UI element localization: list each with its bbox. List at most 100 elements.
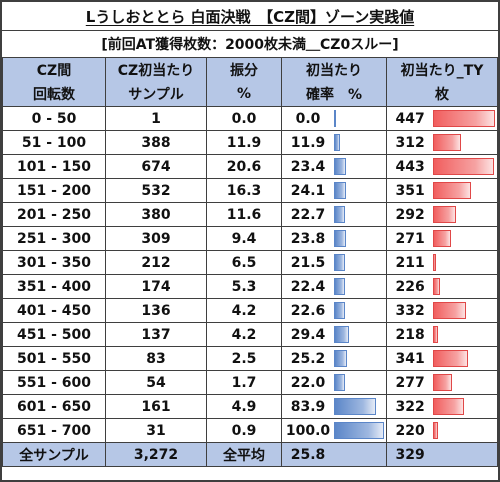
hit-rate-bar <box>334 374 345 391</box>
hit-rate-bar <box>334 422 384 439</box>
cell-distribution: 20.6 <box>206 154 282 179</box>
hit-ty-bar <box>433 230 451 247</box>
cell-samples: 54 <box>105 370 207 395</box>
hit-rate-value: 22.0 <box>290 374 326 391</box>
hit-ty-value: 218 <box>395 326 425 343</box>
table-row: 651 - 700 31 0.9 100.0 220 <box>2 418 498 443</box>
cell-samples: 674 <box>105 154 207 179</box>
hit-ty-value: 332 <box>395 302 425 319</box>
hit-ty-value: 322 <box>395 398 425 415</box>
hit-rate-value: 11.9 <box>290 134 326 151</box>
hit-ty-bar-track <box>433 302 495 319</box>
hit-ty-bar-track <box>433 254 495 271</box>
table-header: CZ間 CZ初当たり 振分 初当たり 初当たり_TY 回転数 サンプル % 確率… <box>2 58 498 107</box>
cell-range: 601 - 650 <box>2 394 106 419</box>
hit-ty-bar <box>433 182 471 199</box>
cell-hit-ty: 271 <box>386 226 498 251</box>
hit-ty-bar <box>433 134 462 151</box>
cell-hit-rate: 22.7 <box>281 202 387 227</box>
cell-hit-ty: 218 <box>386 322 498 347</box>
hit-ty-bar <box>433 350 469 367</box>
cell-samples: 137 <box>105 322 207 347</box>
cell-range: 251 - 300 <box>2 226 106 251</box>
cell-samples: 212 <box>105 250 207 275</box>
cell-distribution: 0.9 <box>206 418 282 443</box>
cell-hit-ty: 351 <box>386 178 498 203</box>
hit-rate-value: 23.4 <box>290 158 326 175</box>
cell-samples: 161 <box>105 394 207 419</box>
total-average-label: 全平均 <box>206 442 282 467</box>
hit-rate-bar <box>334 326 349 343</box>
hit-rate-bar-track <box>334 350 384 367</box>
hit-ty-bar-track <box>433 278 495 295</box>
cell-range: 501 - 550 <box>2 346 106 371</box>
table-row: 551 - 600 54 1.7 22.0 277 <box>2 370 498 395</box>
table-row: 351 - 400 174 5.3 22.4 226 <box>2 274 498 299</box>
hit-rate-bar <box>334 206 346 223</box>
hit-ty-bar <box>433 398 464 415</box>
hit-rate-bar <box>334 302 346 319</box>
hit-rate-bar <box>334 254 345 271</box>
zone-table: CZ間 CZ初当たり 振分 初当たり 初当たり_TY 回転数 サンプル % 確率… <box>2 58 498 467</box>
cell-distribution: 4.2 <box>206 322 282 347</box>
cell-distribution: 1.7 <box>206 370 282 395</box>
table-row: 501 - 550 83 2.5 25.2 341 <box>2 346 498 371</box>
hit-ty-value: 211 <box>395 254 425 271</box>
hit-ty-bar-track <box>433 134 495 151</box>
cell-hit-ty: 277 <box>386 370 498 395</box>
cell-samples: 174 <box>105 274 207 299</box>
hit-ty-value: 271 <box>395 230 425 247</box>
cell-range: 351 - 400 <box>2 274 106 299</box>
hit-ty-bar-track <box>433 350 495 367</box>
table-row: 151 - 200 532 16.3 24.1 351 <box>2 178 498 203</box>
cell-range: 401 - 450 <box>2 298 106 323</box>
cell-distribution: 11.9 <box>206 130 282 155</box>
cell-samples: 388 <box>105 130 207 155</box>
hit-ty-bar <box>433 326 438 343</box>
hit-rate-value: 22.4 <box>290 278 326 295</box>
header-rate-percent: 確率 % <box>281 82 387 107</box>
hit-ty-bar-track <box>433 206 495 223</box>
cell-distribution: 6.5 <box>206 250 282 275</box>
hit-rate-bar-track <box>334 230 384 247</box>
hit-rate-bar-track <box>334 278 384 295</box>
hit-ty-bar <box>433 422 439 439</box>
table-row: 101 - 150 674 20.6 23.4 443 <box>2 154 498 179</box>
hit-ty-value: 220 <box>395 422 425 439</box>
header-medals: 枚 <box>386 82 498 107</box>
hit-ty-value: 292 <box>395 206 425 223</box>
hit-ty-bar <box>433 254 436 271</box>
hit-rate-bar-track <box>334 110 384 127</box>
hit-rate-bar-track <box>334 254 384 271</box>
hit-ty-bar <box>433 206 457 223</box>
hit-rate-value: 25.2 <box>290 350 326 367</box>
hit-rate-bar <box>334 182 347 199</box>
hit-ty-value: 447 <box>395 110 425 127</box>
cell-hit-rate: 11.9 <box>281 130 387 155</box>
total-samples: 3,272 <box>105 442 207 467</box>
hit-rate-bar <box>334 350 347 367</box>
cell-hit-rate: 23.4 <box>281 154 387 179</box>
hit-rate-bar <box>334 110 336 127</box>
hit-rate-bar-track <box>334 398 384 415</box>
cell-samples: 532 <box>105 178 207 203</box>
hit-rate-value: 22.7 <box>290 206 326 223</box>
cell-hit-ty: 341 <box>386 346 498 371</box>
cell-hit-rate: 24.1 <box>281 178 387 203</box>
cell-distribution: 9.4 <box>206 226 282 251</box>
table-row: 51 - 100 388 11.9 11.9 312 <box>2 130 498 155</box>
cell-hit-rate: 83.9 <box>281 394 387 419</box>
hit-ty-bar-track <box>433 230 495 247</box>
hit-rate-value: 0.0 <box>295 110 321 127</box>
cell-range: 551 - 600 <box>2 370 106 395</box>
hit-rate-bar <box>334 278 346 295</box>
cell-hit-rate: 23.8 <box>281 226 387 251</box>
cell-distribution: 2.5 <box>206 346 282 371</box>
table-row: 251 - 300 309 9.4 23.8 271 <box>2 226 498 251</box>
cell-distribution: 16.3 <box>206 178 282 203</box>
cell-hit-ty: 332 <box>386 298 498 323</box>
cell-range: 151 - 200 <box>2 178 106 203</box>
cell-samples: 83 <box>105 346 207 371</box>
cell-hit-ty: 220 <box>386 418 498 443</box>
